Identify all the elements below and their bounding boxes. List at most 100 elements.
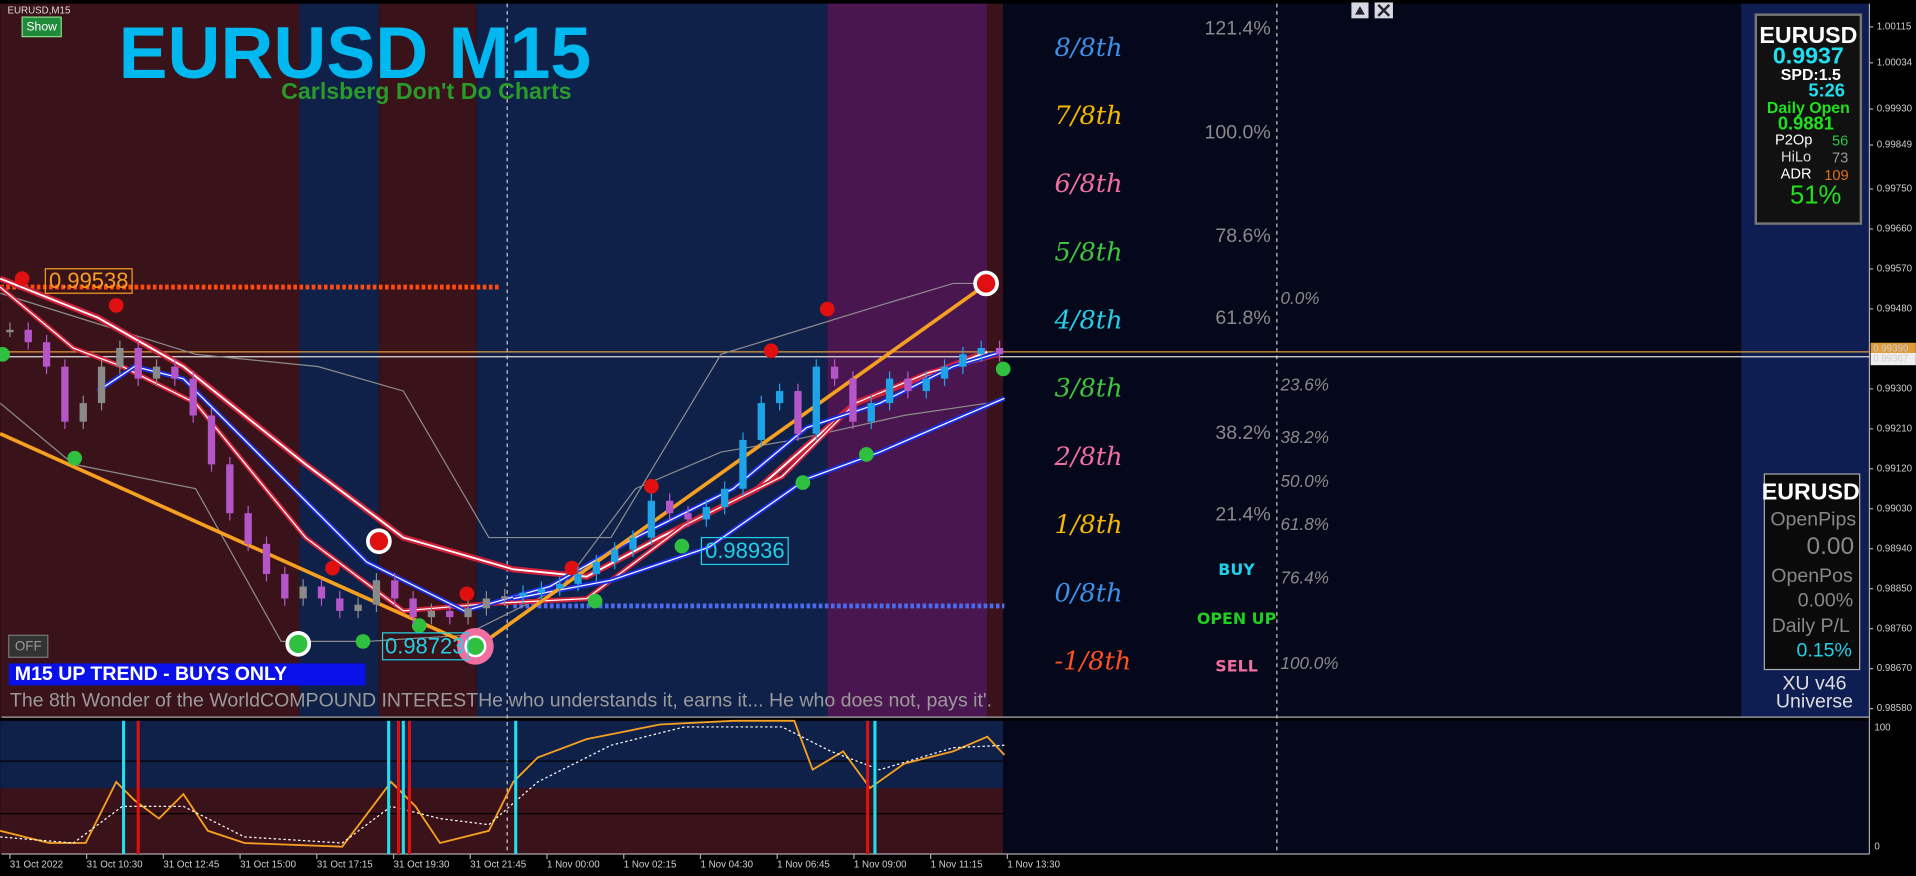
price-box [44,268,133,294]
price-tick-label: 0.98670 [1877,663,1913,674]
candle [262,543,271,575]
info-row-label: P2Op [1775,132,1812,148]
info-row-label: HiLo [1781,149,1811,165]
murrey-level: 1/8th [1055,510,1123,540]
candle [556,583,564,589]
osc-axis-label: 100 [1874,723,1891,734]
open-pos: 0.00% [1798,589,1853,611]
fib-level-right: 76.4% [1281,569,1329,588]
candle [244,513,252,544]
price-label: 0.99538 [49,268,128,293]
account-panel: EURUSD OpenPips 0.00 OpenPos 0.00% Daily… [1762,479,1860,713]
candle [171,366,179,379]
murrey-level: 6/8th [1055,169,1123,199]
price-tick-label: 0.99750 [1877,184,1913,195]
symbol-tag: EURUSD,M15 [7,6,71,17]
daily-pl-label: Daily P/L [1772,615,1850,637]
time-tick-label: 31 Oct 21:45 [470,860,526,871]
axes: 100 0 1.00115 1.00034 0.99930 0.99849 0.9975… [9,21,1916,871]
candle [684,513,692,520]
candle [995,347,1004,355]
info-daily-open: 0.9881 [1778,112,1834,133]
candle [6,329,14,333]
candle [336,598,344,611]
murrey-level: -1/8th [1055,646,1132,676]
info-row-value: 73 [1832,151,1848,167]
time-tick-label: 1 Nov 02:15 [624,860,677,871]
time-tick-label: 1 Nov 11:15 [931,860,984,871]
murrey-level: 5/8th [1055,237,1123,267]
candle [354,604,362,611]
osc-axis-label: 0 [1874,841,1880,852]
candle [317,586,326,599]
candle [464,608,472,618]
candle [207,415,216,465]
candle [922,378,930,392]
time-tick-label: 31 Oct 12:45 [163,860,219,871]
price-box [700,536,789,566]
fib-level: 100.0% [1205,121,1271,143]
time-tick-label: 31 Oct 19:30 [394,860,450,871]
signal: SELL [1215,657,1258,676]
price-marker [1870,342,1916,355]
price-tick-label: 0.98850 [1877,583,1913,594]
candle [977,347,985,355]
candle [79,403,87,422]
murrey-level: 2/8th [1054,442,1123,472]
murrey-level: 7/8th [1055,101,1123,131]
price-marker-label: 0.99367 [1873,354,1908,365]
fib-level: 61.8% [1215,307,1270,329]
candle [885,378,894,404]
candle [812,366,820,434]
price-tick-label: 0.99480 [1877,303,1913,314]
time-tick-label: 1 Nov 00:00 [547,860,600,871]
info-spread: SPD:1.5 [1781,67,1841,84]
time-tick-label: 1 Nov 09:00 [854,860,907,871]
price-tick-label: 0.99030 [1877,503,1913,514]
candle [940,366,949,379]
candle [794,391,802,434]
candle [116,347,124,367]
candle [904,378,912,392]
price-tick-label: 0.99120 [1877,463,1913,474]
candle [189,378,197,416]
murrey-level: 4/8th [1054,306,1123,336]
fib-level-right: 23.6% [1280,376,1329,395]
candle [482,598,491,609]
off-button[interactable] [8,634,49,658]
price-marker-label: 0.99390 [1873,343,1909,354]
info-panel: EURUSD 0.9937 SPD:1.5 5:26 Daily Open 0.… [1759,22,1857,210]
info-symbol: EURUSD [1759,22,1857,48]
price-marker [1870,352,1916,366]
price-tick-label: 0.99210 [1877,423,1913,434]
time-tick-label: 31 Oct 15:00 [240,860,296,871]
candle [446,610,454,618]
banner-bg [8,663,366,686]
price-tick-label: 0.99570 [1877,264,1913,275]
candle [830,366,839,379]
time-tick-label: 1 Nov 06:45 [777,860,830,871]
time-tick-label: 31 Oct 2022 [10,860,63,871]
candle [849,378,857,422]
info-percent: 51% [1790,181,1841,209]
price-tick-label: 0.98580 [1877,703,1913,714]
price-tick-label: 1.00115 [1877,21,1912,32]
show-label[interactable]: Show [26,20,57,34]
time-tick-label: 1 Nov 04:30 [700,860,753,871]
version: XU v46 [1782,672,1846,694]
show-button[interactable] [21,16,62,38]
info-row-value: 109 [1824,168,1848,184]
candle [592,562,601,575]
price-tick-label: 0.99300 [1877,383,1913,394]
candle [519,592,527,597]
murrey-level: 3/8th [1055,374,1123,404]
candle [372,580,381,605]
title: EURUSD M15 [119,12,591,94]
off-label[interactable]: OFF [15,638,42,653]
candle [42,342,51,367]
candle [537,588,546,593]
fib-level: 38.2% [1215,422,1270,444]
info-price: 0.9937 [1773,43,1844,69]
trend-banner: M15 UP TREND - BUYS ONLY [15,663,287,685]
